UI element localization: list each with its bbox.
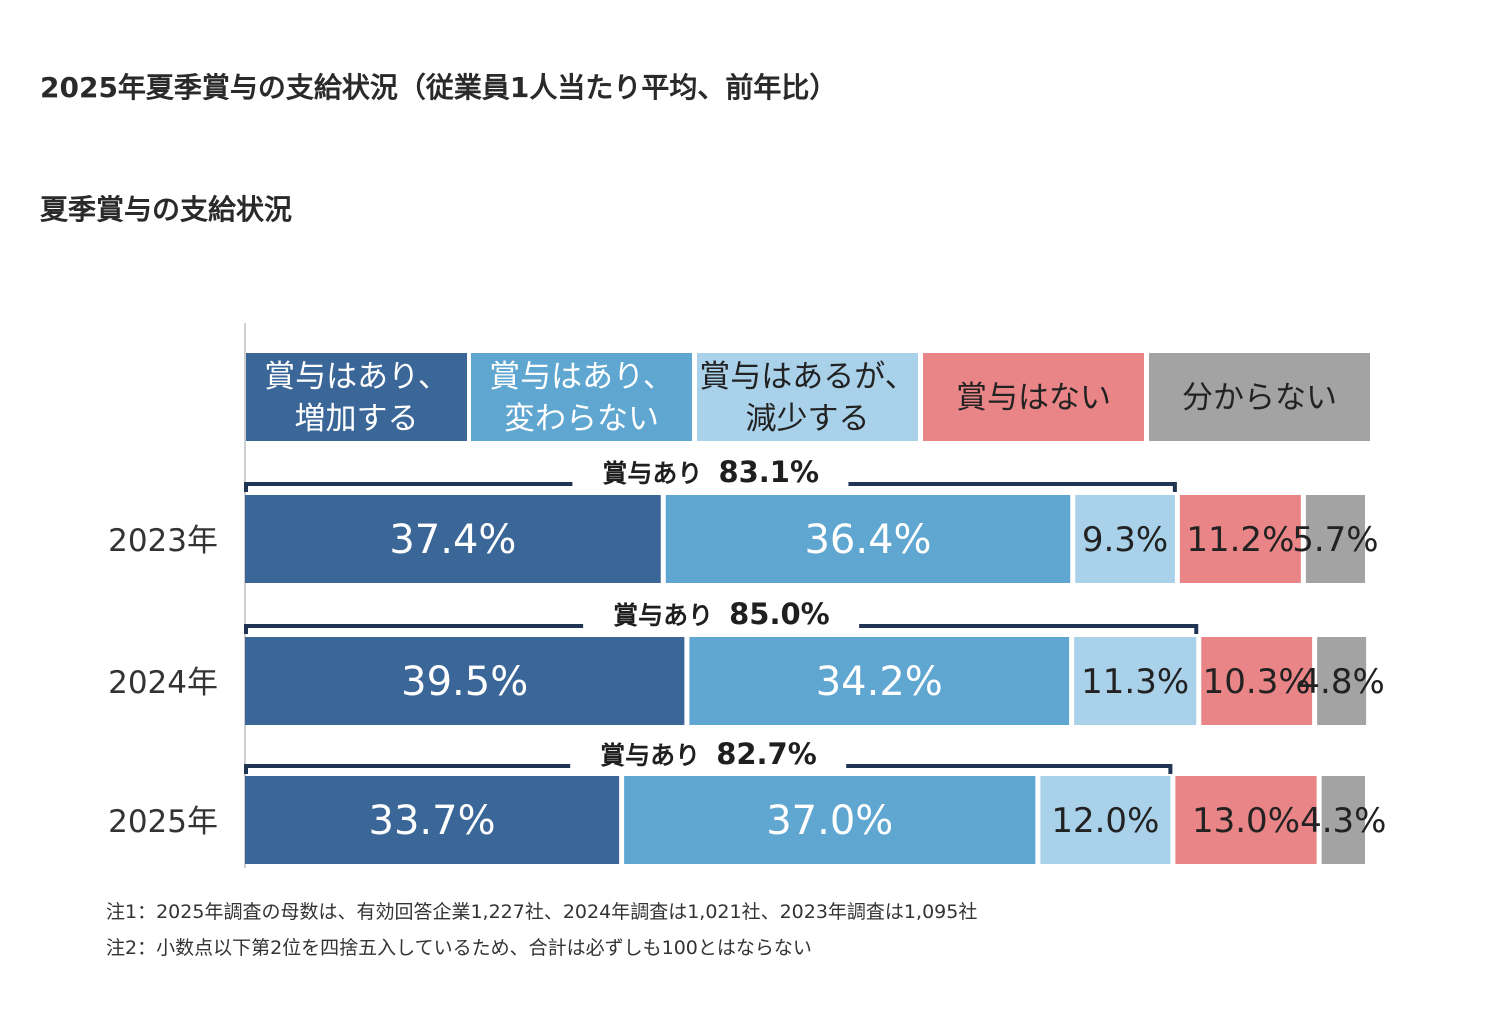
page-title: 2025年夏季賞与の支給状況（従業員1人当たり平均、前年比）	[40, 71, 838, 104]
legend-swatch-2	[471, 353, 692, 441]
bracket-text-1: 賞与あり	[602, 459, 702, 488]
category-label-3: 2025年	[108, 804, 218, 840]
bracket-text-3: 賞与あり	[600, 741, 700, 770]
legend-label-3-line-2: 減少する	[746, 401, 870, 437]
bracket-left-1	[244, 482, 573, 492]
legend-label-1-line-2: 増加する	[295, 401, 419, 437]
bar-3-segment-2	[624, 776, 1036, 864]
bar-2-segment-5	[1317, 637, 1367, 725]
legend-label-5-line-1: 分からない	[1182, 380, 1337, 416]
bar-2-segment-4	[1201, 637, 1313, 725]
legend-label-2-line-2: 変わらない	[504, 401, 659, 437]
bar-2-label-3: 11.3%	[1081, 662, 1189, 702]
bar-2-segment-1	[245, 637, 685, 725]
bar-3-label-2: 37.0%	[766, 798, 893, 844]
bar-3-segment-1	[245, 776, 620, 864]
bar-3-segment-4	[1175, 776, 1317, 864]
bracket-right-3	[846, 764, 1173, 774]
bar-1-segment-4	[1179, 495, 1301, 583]
bracket-right-1	[848, 482, 1177, 492]
bar-1-label-3: 9.3%	[1082, 520, 1168, 560]
category-label-1: 2023年	[108, 523, 218, 559]
category-label-2: 2024年	[108, 665, 218, 701]
note-1: 注1：2025年調査の母数は、有効回答企業1,227社、2024年調査は1,02…	[106, 901, 978, 923]
bar-1-segment-5	[1305, 495, 1365, 583]
note-2: 注2：小数点以下第2位を四捨五入しているため、合計は必ずしも100とはならない	[106, 937, 812, 959]
legend-swatch-3	[697, 353, 918, 441]
bar-2-label-1: 39.5%	[401, 659, 528, 705]
bracket-right-2	[859, 624, 1199, 634]
legend-swatch-5	[1149, 353, 1370, 441]
section-title: 夏季賞与の支給状況	[40, 193, 293, 226]
chart-notes: 注1：2025年調査の母数は、有効回答企業1,227社、2024年調査は1,02…	[106, 894, 977, 966]
bar-2-label-4: 10.3%	[1203, 662, 1311, 702]
bar-2-segment-3	[1074, 637, 1197, 725]
legend-label-4-line-1: 賞与はない	[956, 380, 1111, 416]
bar-1-label-4: 11.2%	[1186, 520, 1294, 560]
bracket-value-1: 83.1%	[718, 455, 819, 489]
legend-label-3-line-1: 賞与はあるが、	[699, 359, 915, 395]
legend-swatch-1	[246, 353, 467, 441]
bar-3-segment-5	[1321, 776, 1365, 864]
bar-2-label-2: 34.2%	[816, 659, 943, 705]
legend-label-1-line-1: 賞与はあり、	[264, 359, 449, 395]
bar-1-label-5: 5.7%	[1292, 520, 1378, 560]
bracket-left-2	[244, 624, 584, 634]
bar-1-segment-3	[1075, 495, 1175, 583]
bar-1-label-1: 37.4%	[389, 517, 516, 563]
legend-swatch-4	[923, 353, 1144, 441]
bar-1-label-2: 36.4%	[804, 517, 931, 563]
bar-3-label-3: 12.0%	[1051, 801, 1159, 841]
bracket-text-2: 賞与あり	[613, 601, 713, 630]
bar-1-segment-2	[665, 495, 1071, 583]
bar-3-segment-3	[1040, 776, 1171, 864]
legend-label-2-line-1: 賞与はあり、	[489, 359, 674, 395]
bar-3-label-1: 33.7%	[369, 798, 496, 844]
bar-1-segment-1	[245, 495, 661, 583]
bar-2-label-5: 4.8%	[1298, 662, 1384, 702]
bar-2-segment-2	[689, 637, 1070, 725]
bar-3-label-4: 13.0%	[1192, 801, 1300, 841]
bracket-value-2: 85.0%	[729, 597, 830, 631]
bar-3-label-5: 4.3%	[1300, 801, 1386, 841]
bracket-value-3: 82.7%	[716, 737, 817, 771]
bracket-left-3	[244, 764, 571, 774]
